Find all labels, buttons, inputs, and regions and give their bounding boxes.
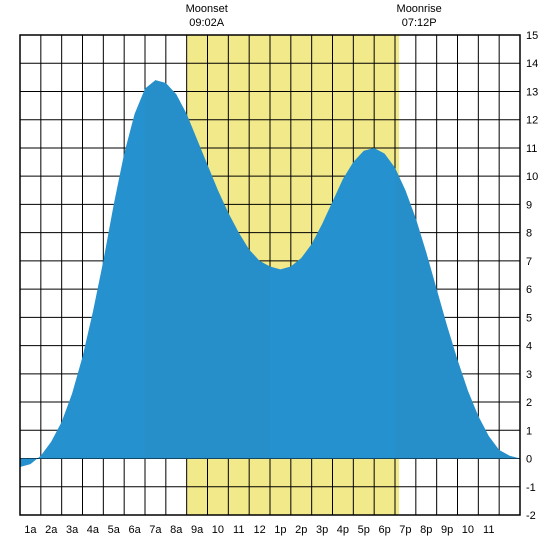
x-tick-label: 7a xyxy=(149,524,162,536)
moonset-label: Moonset xyxy=(186,3,228,15)
x-tick-label: 4p xyxy=(337,524,349,536)
y-tick-label: 9 xyxy=(526,199,532,211)
y-tick-label: 15 xyxy=(526,30,538,42)
x-tick-label: 1a xyxy=(24,524,37,536)
moonset-time: 09:02A xyxy=(189,17,225,29)
x-tick-label: 9a xyxy=(191,524,204,536)
x-tick-label: 11 xyxy=(483,524,494,536)
y-tick-label: -2 xyxy=(526,510,536,522)
y-tick-label: 8 xyxy=(526,228,532,240)
x-tick-label: 4a xyxy=(87,524,100,536)
y-tick-label: 5 xyxy=(526,312,532,324)
y-tick-label: 7 xyxy=(526,256,532,268)
x-tick-label: 7p xyxy=(399,524,411,536)
y-tick-label: 13 xyxy=(526,86,538,98)
y-tick-label: 6 xyxy=(526,284,532,296)
y-tick-label: 14 xyxy=(526,58,538,70)
x-tick-label: 6p xyxy=(378,524,390,536)
x-tick-label: 10 xyxy=(212,524,224,536)
x-tick-label: 3a xyxy=(66,524,79,536)
y-tick-label: 12 xyxy=(526,115,538,127)
y-tick-label: 2 xyxy=(526,397,532,409)
x-tick-label: 10 xyxy=(462,524,474,536)
y-tick-label: 1 xyxy=(526,425,532,437)
y-tick-label: 11 xyxy=(526,143,537,155)
tide-chart: -2-101234567891011121314151a2a3a4a5a6a7a… xyxy=(0,0,550,550)
y-tick-label: 0 xyxy=(526,454,532,466)
x-tick-label: 2p xyxy=(295,524,307,536)
x-tick-label: 6a xyxy=(128,524,141,536)
x-tick-label: 8a xyxy=(170,524,183,536)
y-tick-label: 3 xyxy=(526,369,532,381)
x-tick-label: 11 xyxy=(233,524,244,536)
x-tick-label: 5p xyxy=(358,524,370,536)
x-tick-label: 8p xyxy=(420,524,432,536)
x-tick-label: 1p xyxy=(274,524,286,536)
moonrise-label: Moonrise xyxy=(397,3,442,15)
x-tick-label: 5a xyxy=(108,524,121,536)
moonrise-time: 07:12P xyxy=(402,17,437,29)
y-tick-label: 10 xyxy=(526,171,538,183)
y-tick-label: -1 xyxy=(526,482,536,494)
chart-svg: -2-101234567891011121314151a2a3a4a5a6a7a… xyxy=(0,0,550,550)
x-tick-label: 2a xyxy=(45,524,58,536)
y-tick-label: 4 xyxy=(526,341,532,353)
x-tick-label: 9p xyxy=(441,524,453,536)
x-tick-label: 3p xyxy=(316,524,328,536)
x-tick-label: 12 xyxy=(253,524,265,536)
